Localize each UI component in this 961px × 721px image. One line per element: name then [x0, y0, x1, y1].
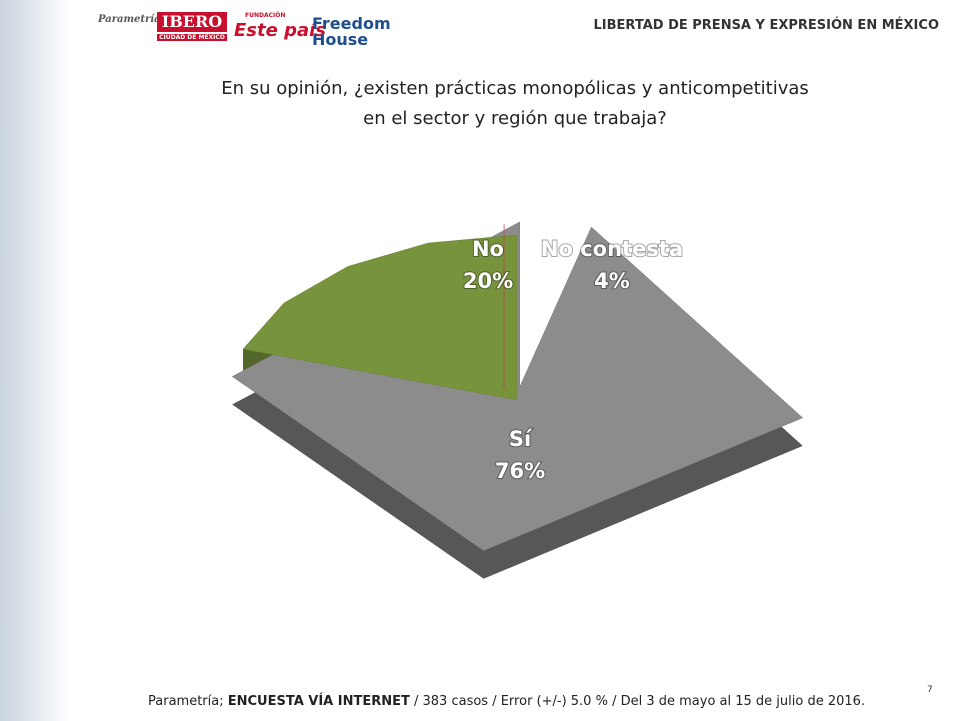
chart-title: En su opinión, ¿existen prácticas monopó…: [221, 78, 809, 129]
footer-text: ENCUESTA VÍA INTERNET: [227, 694, 410, 709]
footer-source: Parametría; ENCUESTA VÍA INTERNET / 383 …: [148, 694, 865, 709]
logo-text: IBERO: [157, 12, 227, 32]
slice-label: No: [472, 237, 504, 261]
logo-text: Este país: [234, 20, 327, 41]
logo-text: CIUDAD DE MÉXICO: [157, 34, 227, 41]
page-number: 7: [927, 685, 933, 695]
slice-label: No contesta: [541, 237, 683, 261]
slice-label: Sí: [509, 427, 533, 451]
slice-value-label: 4%: [594, 269, 630, 293]
footer-text: Parametría;: [148, 694, 228, 709]
slice: [242, 234, 518, 401]
slice-value-label: 20%: [463, 269, 513, 293]
logo-text: Parametría: [98, 14, 161, 25]
logo-text: Freedom: [312, 14, 391, 33]
header-title: LIBERTAD DE PRENSA Y EXPRESIÓN EN MÉXICO: [593, 18, 940, 33]
footer-text: / 383 casos / Error (+/-) 5.0 % / Del 3 …: [409, 694, 866, 709]
logo-text: FUNDACIÓN: [245, 12, 286, 19]
logo-text: House: [312, 30, 369, 49]
slice-value-label: 76%: [495, 459, 545, 483]
slice: [231, 221, 804, 551]
